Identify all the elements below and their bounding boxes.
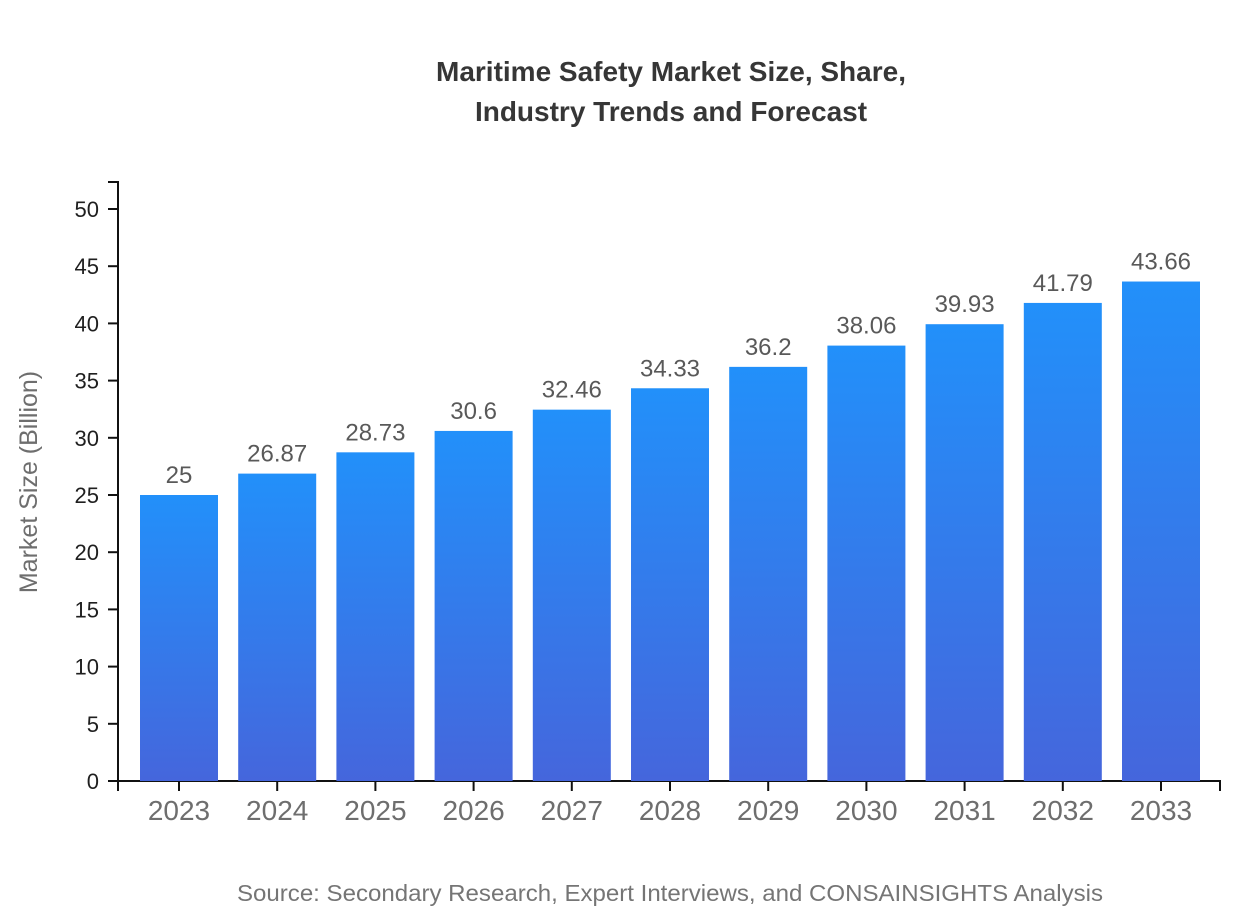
y-tick-label-40: 40 xyxy=(75,311,99,336)
y-tick-label-0: 0 xyxy=(87,769,99,794)
value-label-2033: 43.66 xyxy=(1131,249,1191,276)
y-tick-label-25: 25 xyxy=(75,483,99,508)
bar-2026 xyxy=(434,430,513,781)
chart-title-line-1: Maritime Safety Market Size, Share, xyxy=(436,56,906,87)
x-tick-label-2032: 2032 xyxy=(1032,795,1094,826)
y-tick-label-5: 5 xyxy=(87,712,99,737)
y-tick-label-20: 20 xyxy=(75,540,99,565)
y-tick-label-45: 45 xyxy=(75,254,99,279)
x-tick-label-2028: 2028 xyxy=(639,795,701,826)
bar-2028 xyxy=(631,388,709,781)
x-tick-label-2029: 2029 xyxy=(737,795,799,826)
value-label-2029: 36.2 xyxy=(745,334,792,361)
source-note: Source: Secondary Research, Expert Inter… xyxy=(237,880,1103,906)
y-tick-label-10: 10 xyxy=(75,655,99,680)
x-tick-label-2023: 2023 xyxy=(148,795,210,826)
value-label-2028: 34.33 xyxy=(640,355,700,382)
bar-2025 xyxy=(336,452,415,781)
chart-title-line-2: Industry Trends and Forecast xyxy=(475,96,867,127)
value-label-2030: 38.06 xyxy=(836,313,896,340)
value-label-2025: 28.73 xyxy=(345,419,405,446)
bar-2030 xyxy=(827,345,906,781)
bar-2024 xyxy=(238,473,317,781)
x-tick-label-2024: 2024 xyxy=(246,795,308,826)
y-tick-label-35: 35 xyxy=(75,369,99,394)
x-tick-label-2031: 2031 xyxy=(933,795,995,826)
value-label-2031: 39.93 xyxy=(935,291,995,318)
value-label-2024: 26.87 xyxy=(247,441,307,468)
x-tick-label-2030: 2030 xyxy=(835,795,897,826)
value-label-2026: 30.6 xyxy=(450,398,497,425)
x-tick-label-2033: 2033 xyxy=(1130,795,1192,826)
bar-2027 xyxy=(532,409,611,781)
bar-2032 xyxy=(1023,302,1102,781)
bar-2023 xyxy=(140,495,218,781)
x-tick-label-2026: 2026 xyxy=(442,795,504,826)
y-axis-line xyxy=(108,181,119,781)
y-tick-label-50: 50 xyxy=(75,197,99,222)
plot-area: 0510152025303540455025202326.87202428.73… xyxy=(75,181,1221,826)
value-label-2032: 41.79 xyxy=(1033,270,1093,297)
y-axis-title: Market Size (Billion) xyxy=(15,371,43,593)
x-tick-label-2027: 2027 xyxy=(541,795,603,826)
bar-2029 xyxy=(729,366,808,781)
bar-2033 xyxy=(1122,281,1200,781)
bar-2031 xyxy=(925,324,1004,781)
value-label-2023: 25 xyxy=(166,462,193,489)
y-tick-label-15: 15 xyxy=(75,597,99,622)
x-tick-label-2025: 2025 xyxy=(344,795,406,826)
value-label-2027: 32.46 xyxy=(542,377,602,404)
y-tick-label-30: 30 xyxy=(75,426,99,451)
